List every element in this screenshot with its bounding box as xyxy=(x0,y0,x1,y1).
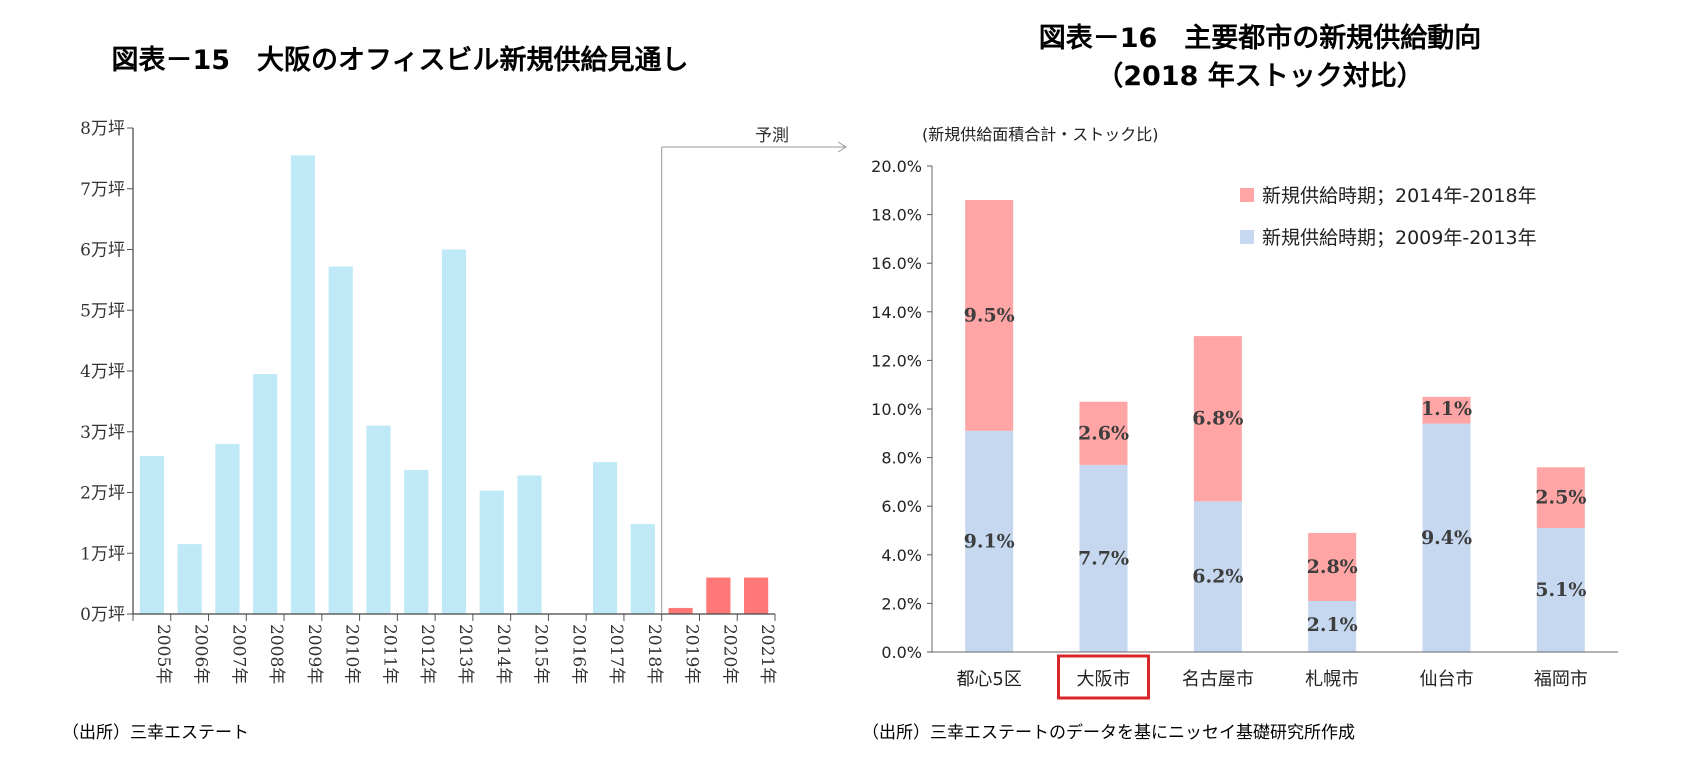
y-tick-label: 1万坪 xyxy=(80,544,125,564)
y-tick-label: 18.0% xyxy=(871,206,922,225)
y-tick-label: 3万坪 xyxy=(80,423,125,443)
bar-high-名古屋市 xyxy=(1193,336,1242,502)
bar-high-福岡市 xyxy=(1536,467,1585,529)
x-tick-label: 2013年 xyxy=(455,624,475,684)
y-tick-label: 12.0% xyxy=(871,351,922,370)
x-tick-label: 2006年 xyxy=(191,624,211,684)
bar-2005年 xyxy=(139,456,164,614)
x-tick-label: 2011年 xyxy=(379,624,399,684)
x-tick-label: 2018年 xyxy=(644,624,664,684)
x-tick-label: 2005年 xyxy=(153,624,173,684)
bar-2013年 xyxy=(441,249,467,614)
legend-swatch xyxy=(1240,188,1254,202)
chart-16-title: 図表－16 主要都市の新規供給動向 xyxy=(1038,23,1482,54)
y-tick-label: 6万坪 xyxy=(80,241,125,261)
bar-high-都心5区 xyxy=(965,200,1014,431)
y-tick-label: 16.0% xyxy=(871,254,922,273)
y-tick-label: 2万坪 xyxy=(80,484,125,504)
bar-2017年 xyxy=(592,462,618,614)
data-label-low: 6.2% xyxy=(1192,566,1243,588)
bar-high-大阪市 xyxy=(1079,401,1128,465)
forecast-label: 予測 xyxy=(755,126,789,146)
x-tick-label: 2021年 xyxy=(757,624,777,684)
x-tick-label: 仙台市 xyxy=(1420,669,1474,690)
data-label-high: 1.1% xyxy=(1421,398,1472,420)
bar-2006年 xyxy=(177,544,202,614)
y-tick-label: 20.0% xyxy=(871,157,922,176)
x-tick-label: 2007年 xyxy=(228,624,248,684)
x-tick-label: 2014年 xyxy=(493,624,513,684)
y-tick-label: 0万坪 xyxy=(80,605,125,625)
bar-2019年 xyxy=(668,607,693,614)
bar-high-札幌市 xyxy=(1308,532,1357,601)
bar-low-札幌市 xyxy=(1308,600,1357,652)
bar-low-仙台市 xyxy=(1422,423,1471,652)
x-tick-label: 2008年 xyxy=(266,624,286,684)
bar-2010年 xyxy=(328,266,353,614)
data-label-low: 9.1% xyxy=(964,530,1015,552)
y-tick-label: 2.0% xyxy=(881,594,922,613)
y-tick-label: 4万坪 xyxy=(80,362,125,382)
chart-15-source: （出所）三幸エステート xyxy=(62,723,249,743)
bar-2007年 xyxy=(215,443,240,614)
x-tick-label: 大阪市 xyxy=(1077,669,1131,690)
data-label-high: 6.8% xyxy=(1192,408,1243,430)
x-tick-label: 2017年 xyxy=(606,624,626,684)
y-axis-title: (新規供給面積合計・ストック比) xyxy=(922,125,1159,144)
bar-2011年 xyxy=(366,425,391,614)
x-tick-label: 2019年 xyxy=(682,624,702,684)
x-tick-label: 2016年 xyxy=(568,624,588,684)
bar-2009年 xyxy=(290,155,316,614)
chart-15-title: 図表－15 大阪のオフィスビル新規供給見通し xyxy=(111,45,689,76)
x-tick-label: 2020年 xyxy=(719,624,739,684)
y-tick-label: 6.0% xyxy=(881,497,922,516)
y-tick-label: 8.0% xyxy=(881,449,922,468)
bar-low-福岡市 xyxy=(1536,528,1585,652)
bar-2021年 xyxy=(744,577,769,614)
y-tick-label: 10.0% xyxy=(871,400,922,419)
y-tick-label: 7万坪 xyxy=(80,180,125,200)
x-tick-label: 都心5区 xyxy=(956,669,1021,690)
legend-label: 新規供給時期；2009年-2013年 xyxy=(1262,227,1537,249)
osaka-highlight-box xyxy=(1057,654,1150,700)
legend-swatch xyxy=(1240,230,1254,244)
bar-2015年 xyxy=(517,475,542,614)
forecast-arrow-head xyxy=(837,141,847,153)
data-label-high: 2.8% xyxy=(1307,556,1358,578)
chart-16-source: （出所）三幸エステートのデータを基にニッセイ基礎研究所作成 xyxy=(862,723,1355,743)
bar-high-仙台市 xyxy=(1422,396,1471,424)
bar-2020年 xyxy=(706,577,731,614)
bar-2008年 xyxy=(253,374,278,614)
x-tick-label: 札幌市 xyxy=(1305,669,1359,690)
y-tick-label: 0.0% xyxy=(881,643,922,662)
bar-low-大阪市 xyxy=(1079,464,1128,652)
x-tick-label: 福岡市 xyxy=(1534,669,1588,690)
data-label-high: 2.5% xyxy=(1535,487,1586,509)
bar-low-名古屋市 xyxy=(1193,501,1242,652)
y-tick-label: 4.0% xyxy=(881,546,922,565)
y-tick-label: 8万坪 xyxy=(80,119,125,139)
x-tick-label: 2010年 xyxy=(342,624,362,684)
data-label-high: 9.5% xyxy=(964,304,1015,326)
bar-2018年 xyxy=(630,524,655,614)
data-label-high: 2.6% xyxy=(1078,422,1129,444)
y-tick-label: 14.0% xyxy=(871,303,922,322)
y-tick-label: 5万坪 xyxy=(80,301,125,321)
x-tick-label: 名古屋市 xyxy=(1182,669,1254,690)
bar-low-都心5区 xyxy=(965,430,1014,652)
data-label-low: 9.4% xyxy=(1421,527,1472,549)
x-tick-label: 2009年 xyxy=(304,624,324,684)
x-tick-label: 2012年 xyxy=(417,624,437,684)
data-label-low: 7.7% xyxy=(1078,547,1129,569)
chart-16-subtitle: （2018 年ストック対比） xyxy=(1096,61,1424,92)
legend-label: 新規供給時期；2014年-2018年 xyxy=(1262,185,1537,207)
bar-2012年 xyxy=(404,470,429,614)
bar-2014年 xyxy=(479,490,504,614)
data-label-low: 2.1% xyxy=(1307,614,1358,636)
data-label-low: 5.1% xyxy=(1535,579,1586,601)
x-tick-label: 2015年 xyxy=(531,624,551,684)
